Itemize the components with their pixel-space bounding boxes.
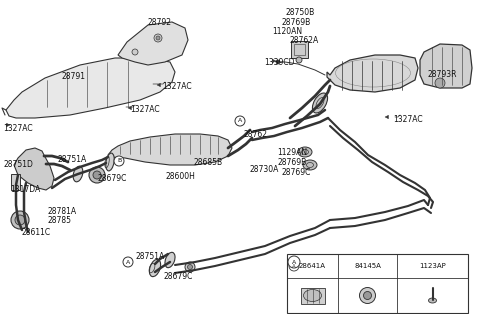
Text: 28685B: 28685B	[193, 158, 222, 167]
Circle shape	[296, 57, 302, 63]
Text: 1129AN: 1129AN	[277, 148, 307, 157]
Circle shape	[93, 171, 101, 179]
Bar	[287, 254, 468, 313]
Text: 28679C: 28679C	[163, 272, 192, 281]
Circle shape	[154, 34, 162, 42]
Text: 28769B: 28769B	[282, 18, 311, 27]
Text: 1327AC: 1327AC	[393, 115, 422, 124]
Polygon shape	[385, 115, 388, 119]
Text: A: A	[126, 259, 130, 264]
Text: 28730A: 28730A	[250, 165, 279, 174]
Text: 28769B: 28769B	[277, 158, 306, 167]
Text: 1317DA: 1317DA	[10, 185, 40, 194]
Circle shape	[89, 167, 105, 183]
Text: 28792: 28792	[148, 18, 172, 27]
Polygon shape	[118, 22, 188, 65]
Ellipse shape	[312, 93, 327, 113]
Circle shape	[363, 291, 372, 300]
Text: A: A	[292, 263, 296, 268]
Circle shape	[156, 36, 160, 40]
Text: A: A	[238, 118, 242, 123]
Ellipse shape	[106, 153, 114, 171]
Text: 84145A: 84145A	[354, 263, 381, 269]
Bar	[300, 288, 324, 304]
Circle shape	[360, 288, 375, 304]
Text: 28600H: 28600H	[165, 172, 195, 181]
Circle shape	[132, 49, 138, 55]
Circle shape	[435, 78, 445, 88]
Ellipse shape	[429, 298, 436, 303]
Bar	[294, 44, 305, 55]
Text: 28793R: 28793R	[427, 70, 456, 79]
Circle shape	[114, 156, 124, 166]
Circle shape	[123, 257, 133, 267]
Polygon shape	[14, 148, 54, 190]
Text: 1120AN: 1120AN	[272, 27, 302, 36]
Circle shape	[288, 256, 300, 268]
Ellipse shape	[298, 147, 312, 157]
Circle shape	[185, 262, 195, 272]
Text: 28791: 28791	[62, 72, 86, 81]
Circle shape	[11, 211, 29, 229]
Text: 28781A: 28781A	[48, 207, 77, 216]
Text: 28679C: 28679C	[97, 174, 126, 183]
Text: B: B	[117, 159, 121, 164]
Text: 28751D: 28751D	[3, 160, 33, 169]
Text: 28641A: 28641A	[299, 263, 326, 269]
Polygon shape	[420, 44, 472, 88]
Polygon shape	[157, 83, 160, 87]
Circle shape	[235, 116, 245, 126]
Bar	[291, 41, 308, 58]
Text: 1327AC: 1327AC	[162, 82, 192, 91]
Ellipse shape	[303, 290, 322, 301]
Ellipse shape	[165, 252, 175, 268]
Polygon shape	[108, 134, 232, 165]
Ellipse shape	[149, 259, 161, 277]
Polygon shape	[128, 106, 132, 110]
Polygon shape	[273, 59, 276, 63]
Text: 1339CD: 1339CD	[264, 58, 295, 67]
Text: 28762A: 28762A	[289, 36, 318, 45]
Text: A: A	[292, 259, 296, 264]
Text: 28762: 28762	[244, 130, 268, 139]
Text: 28751A: 28751A	[136, 252, 165, 261]
Ellipse shape	[73, 166, 83, 182]
Text: 1123AP: 1123AP	[419, 263, 446, 269]
Text: 28769C: 28769C	[282, 168, 312, 177]
Text: 28751A: 28751A	[57, 155, 86, 164]
Text: 28785: 28785	[48, 216, 72, 225]
Circle shape	[276, 60, 280, 64]
Ellipse shape	[303, 160, 317, 170]
Text: 1327AC: 1327AC	[130, 105, 160, 114]
Polygon shape	[327, 55, 418, 92]
Bar	[11, 174, 20, 190]
Circle shape	[15, 215, 25, 225]
Polygon shape	[6, 58, 175, 118]
Circle shape	[188, 264, 192, 269]
Text: 28611C: 28611C	[22, 228, 51, 237]
Text: 28750B: 28750B	[286, 8, 315, 17]
Polygon shape	[7, 123, 10, 127]
Text: 1327AC: 1327AC	[3, 124, 33, 133]
